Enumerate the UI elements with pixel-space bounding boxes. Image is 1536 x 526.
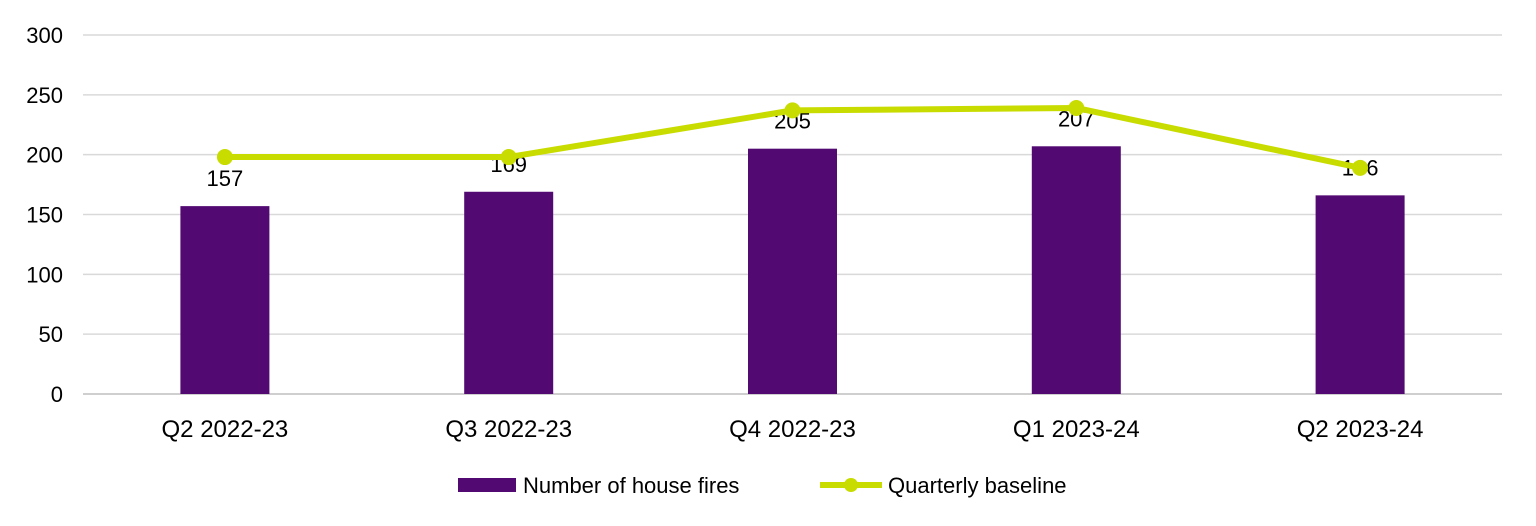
bar <box>1031 146 1121 394</box>
y-tick-label: 0 <box>51 382 63 407</box>
bar-layer <box>180 146 1405 394</box>
bar <box>748 148 837 394</box>
legend: Number of house fires Quarterly baseline <box>458 473 1067 498</box>
bar <box>180 206 270 394</box>
bar <box>1315 195 1405 394</box>
y-tick-label: 50 <box>39 322 63 347</box>
baseline-point <box>784 102 801 119</box>
legend-swatch-line-marker <box>844 478 858 492</box>
legend-swatch-bar <box>458 478 516 492</box>
baseline-point <box>216 149 233 166</box>
y-tick-label: 200 <box>26 143 63 168</box>
baseline-point <box>500 149 517 166</box>
bar <box>464 191 554 394</box>
x-tick-label: Q2 2022-23 <box>162 416 289 443</box>
legend-label-line: Quarterly baseline <box>888 473 1067 498</box>
x-tick-label: Q1 2023-24 <box>1013 416 1140 443</box>
line-layer <box>216 99 1369 176</box>
baseline-point <box>1352 159 1369 176</box>
baseline-point <box>1068 99 1085 116</box>
x-tick-label: Q3 2022-23 <box>445 416 572 443</box>
axis-layer: 0 50 100 150 200 250 300 Q2 2022-23 Q3 2022-23 Q4… <box>26 23 1502 443</box>
y-tick-label: 250 <box>26 83 63 108</box>
x-tick-label: Q4 2022-23 <box>729 416 856 443</box>
y-tick-label: 300 <box>26 23 63 48</box>
legend-label-bar: Number of house fires <box>523 473 739 498</box>
bar-data-label: 157 <box>207 166 244 191</box>
y-tick-label: 100 <box>26 262 63 287</box>
y-tick-label: 150 <box>26 203 63 228</box>
x-tick-label: Q2 2023-24 <box>1297 416 1424 443</box>
